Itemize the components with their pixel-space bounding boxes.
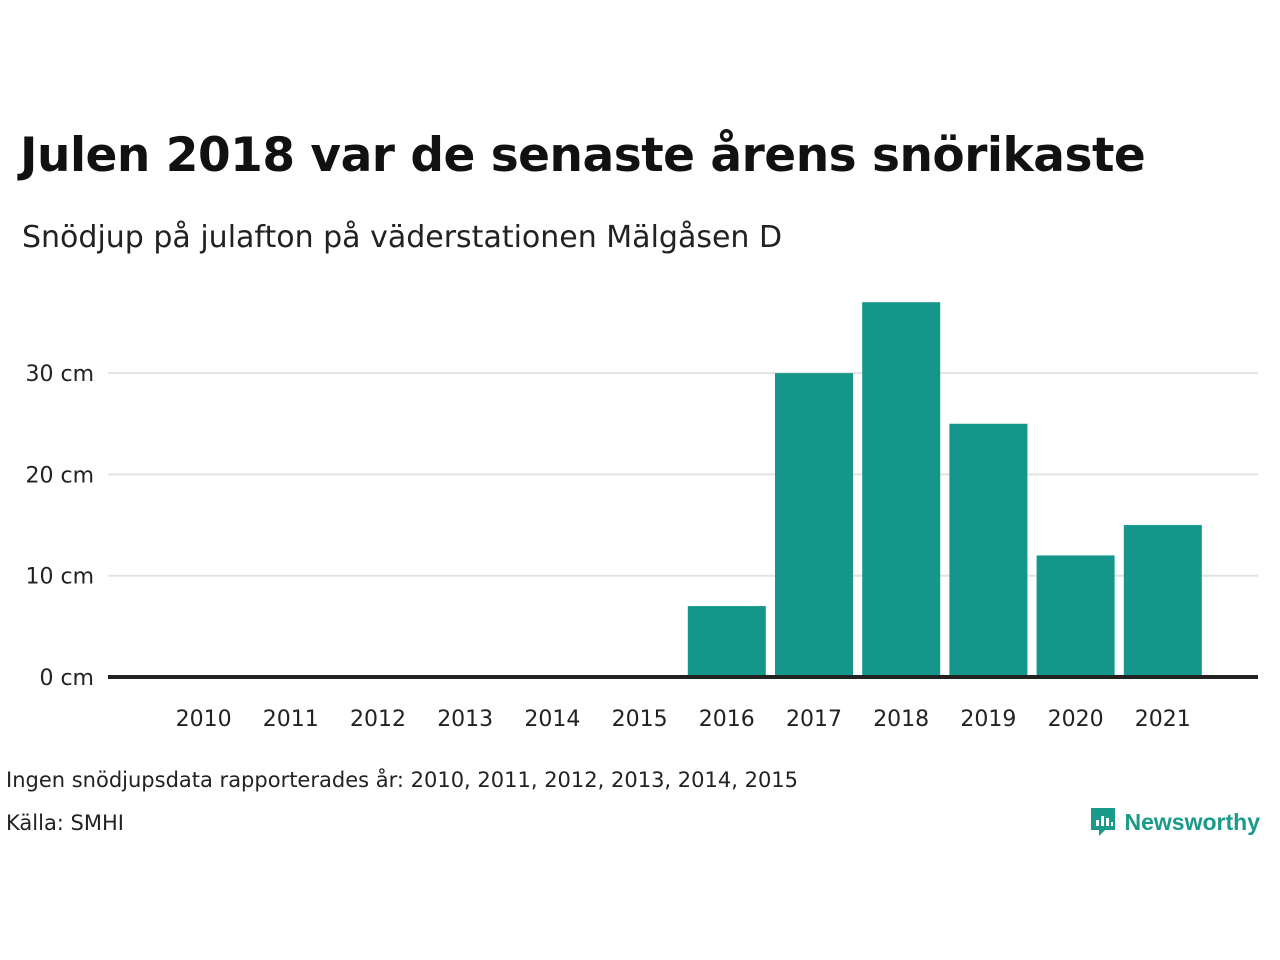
x-tick-label: 2015 xyxy=(612,707,668,732)
x-tick-label: 2021 xyxy=(1135,707,1191,732)
x-tick-label: 2020 xyxy=(1048,707,1104,732)
y-tick-label: 10 cm xyxy=(25,565,94,590)
bar-2021 xyxy=(1123,525,1202,677)
missing-data-note: Ingen snödjupsdata rapporterades år: 201… xyxy=(6,768,799,792)
chart-title: Julen 2018 var de senaste årens snörikas… xyxy=(20,128,1146,183)
source-note: Källa: SMHI xyxy=(6,811,124,835)
y-tick-label: 0 cm xyxy=(39,666,94,691)
x-tick-label: 2017 xyxy=(786,707,842,732)
x-tick-label: 2012 xyxy=(350,707,406,732)
x-tick-label: 2016 xyxy=(699,707,755,732)
x-tick-label: 2018 xyxy=(873,707,929,732)
grid-layer xyxy=(108,372,1258,577)
y-tick-label: 20 cm xyxy=(25,463,94,488)
y-tick-label: 30 cm xyxy=(25,362,94,387)
bar-2020 xyxy=(1036,555,1115,677)
x-tick-label: 2013 xyxy=(437,707,493,732)
newsworthy-logo-text: Newsworthy xyxy=(1124,808,1260,835)
newsworthy-logo: Newsworthy xyxy=(1089,806,1260,838)
bar-layer xyxy=(687,302,1202,677)
axis-layer: 0 cm 10 cm 20 cm 30 cm 2010 2011 2012 2013 2014 2… xyxy=(25,362,1258,732)
bar-2017 xyxy=(775,373,853,677)
newsworthy-logo-icon xyxy=(1090,808,1115,836)
bar-2018 xyxy=(862,302,941,677)
chart-subtitle: Snödjup på julafton på väderstationen Mä… xyxy=(22,220,783,255)
x-tick-label: 2019 xyxy=(960,707,1016,732)
bar-2019 xyxy=(949,423,1028,677)
bar-2016 xyxy=(687,606,766,677)
x-tick-label: 2010 xyxy=(176,707,232,732)
x-tick-label: 2011 xyxy=(263,707,319,732)
x-tick-label: 2014 xyxy=(524,707,580,732)
